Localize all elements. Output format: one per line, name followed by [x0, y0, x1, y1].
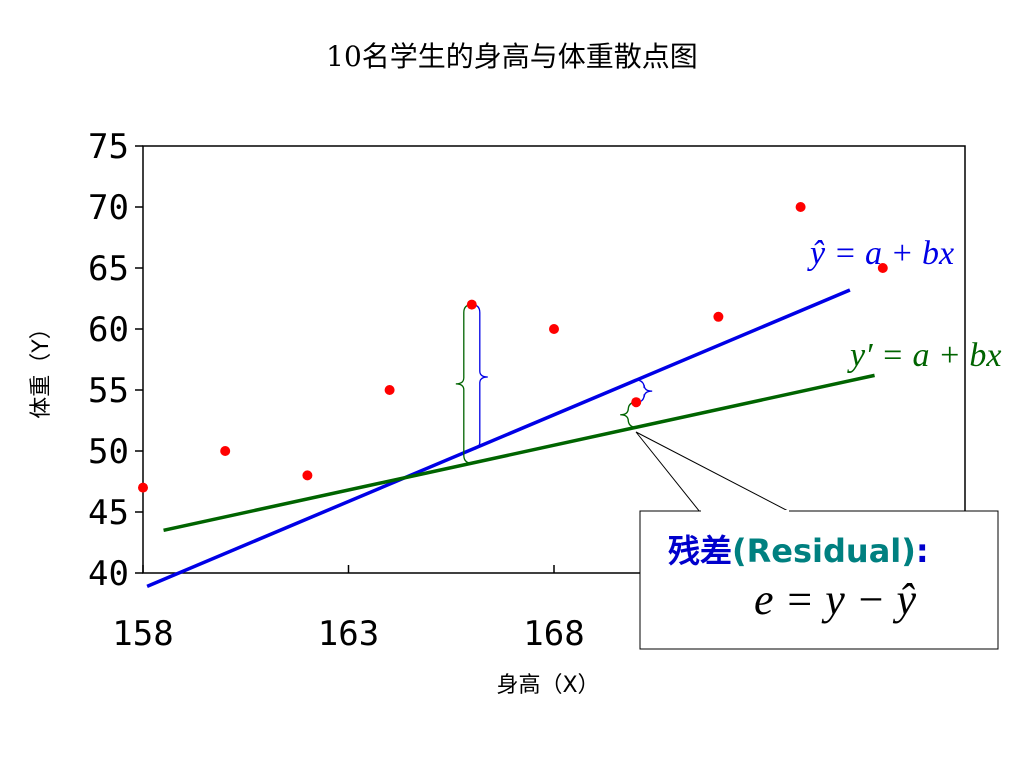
residual-brace-alternative — [455, 303, 472, 464]
data-point — [877, 263, 888, 273]
y-tick-label: 65 — [88, 249, 129, 289]
y-tick-label: 40 — [88, 554, 129, 594]
fit-lines — [146, 288, 875, 589]
residual-callout: 残差(Residual): e = y − ŷ — [635, 431, 999, 650]
y-tick-label: 70 — [88, 188, 129, 228]
callout-title-chinese: 残差 — [668, 532, 732, 570]
callout-pointer — [635, 431, 791, 513]
callout-title: 残差(Residual): — [668, 532, 929, 570]
data-point — [631, 397, 642, 408]
x-tick-label: 158 — [112, 614, 173, 654]
data-points — [138, 202, 888, 493]
alternative-line-equation: y′ = a + bx — [847, 337, 1002, 374]
y-axis-ticks: 40 45 50 55 60 65 70 75 — [88, 127, 143, 594]
data-point — [220, 446, 231, 456]
data-point — [795, 202, 806, 212]
fitted-regression-line — [146, 288, 851, 589]
residual-brace-fitted — [471, 303, 488, 451]
data-point — [713, 311, 724, 322]
y-tick-label: 45 — [88, 493, 129, 533]
chart-title: 10名学生的身高与体重散点图 — [326, 40, 698, 73]
residual-formula: e = y − ŷ — [754, 575, 916, 624]
x-axis-ticks: 158 163 168 — [112, 565, 585, 654]
data-point — [138, 482, 148, 493]
x-tick-label: 163 — [318, 614, 379, 654]
data-point — [466, 299, 477, 310]
residual-braces — [455, 303, 653, 464]
y-tick-label: 75 — [88, 127, 129, 167]
callout-title-colon: : — [916, 532, 929, 570]
y-tick-label: 50 — [88, 432, 129, 472]
data-point — [549, 324, 559, 334]
data-point — [384, 385, 395, 395]
alternative-line — [163, 373, 875, 533]
x-axis-label: 身高（X） — [496, 673, 599, 698]
y-axis-label: 体重（Y） — [29, 317, 54, 418]
residual-brace-fitted — [636, 379, 653, 403]
data-point — [302, 470, 313, 481]
y-tick-label: 55 — [88, 371, 129, 411]
x-tick-label: 168 — [523, 614, 584, 654]
y-tick-label: 60 — [88, 310, 129, 350]
residual-brace-alternative — [620, 401, 637, 428]
callout-title-english: (Residual) — [732, 532, 916, 570]
fitted-line-equation: ŷ = a + bx — [807, 235, 954, 272]
callout-box — [639, 510, 999, 650]
